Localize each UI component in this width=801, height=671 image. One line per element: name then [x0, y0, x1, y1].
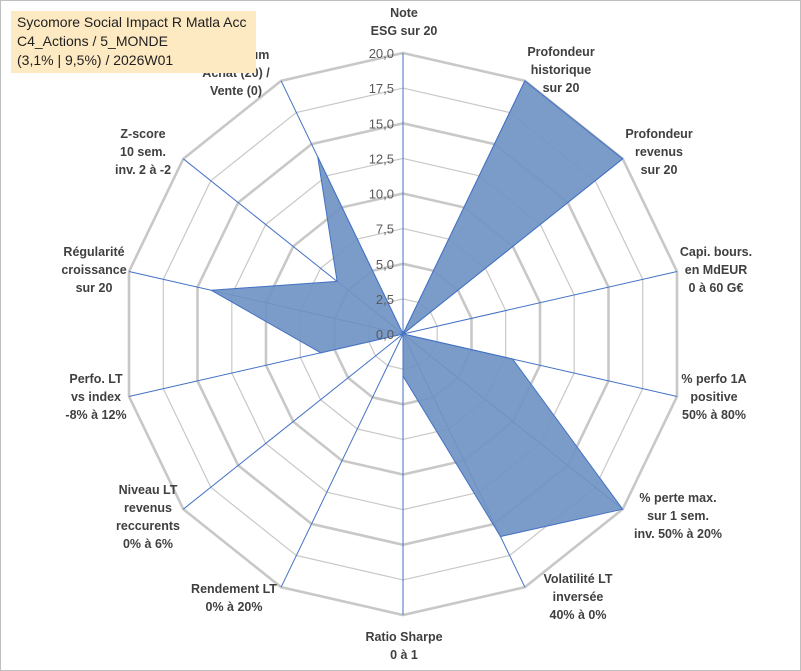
tick-label-0: 0,0: [376, 327, 394, 342]
axis-label-line: Z-score: [120, 127, 166, 141]
axis-label-line: sur 20: [75, 281, 113, 295]
axis-label-line: Volatilité LT: [543, 572, 613, 586]
spoke-8: [280, 333, 404, 588]
axis-label-line: 0% à 6%: [122, 537, 174, 551]
axis-label-1: Profondeur historique sur 20: [527, 43, 594, 97]
axis-label-line: inv. 2 à -2: [114, 163, 172, 177]
axis-label-line: % perfo 1A: [681, 372, 747, 386]
axis-label-line: 0% à 20%: [205, 600, 263, 614]
axis-label-line: inv. 50% à 20%: [633, 527, 723, 541]
axis-label-line: Niveau LT: [118, 483, 178, 497]
axis-label-line: 0 à 60 G€: [688, 281, 744, 295]
axis-label-line: vs index: [70, 390, 122, 404]
axis-label-12: Z-score 10 sem. inv. 2 à -2: [115, 125, 171, 179]
chart-title-box: Sycomore Social Impact R Matla Acc C4_Ac…: [11, 11, 256, 73]
axis-label-line: sur 1 sem.: [647, 509, 709, 523]
spoke-9: [182, 333, 404, 510]
title-line-1: Sycomore Social Impact R Matla Acc: [17, 14, 247, 30]
axis-label-3: Capi. bours. en MdEUR 0 à 60 G€: [680, 243, 752, 297]
tick-label-8: 20,0: [369, 46, 394, 61]
tick-label-3: 7,5: [376, 222, 394, 237]
axis-label-line: reccurents: [116, 519, 180, 533]
axis-label-9: Niveau LT revenus reccurents 0% à 6%: [116, 481, 180, 553]
axis-label-line: Note: [390, 6, 418, 20]
axis-label-line: inversée: [552, 590, 604, 604]
axis-label-line: revenus: [635, 145, 683, 159]
axis-label-line: historique: [530, 63, 592, 77]
radar-tick-labels: 0,0 2,5 5,0 7,5 10,0 12,5 15,0 17,5 20,0: [369, 46, 394, 342]
axis-label-10: Perfo. LT vs index -8% à 12%: [65, 370, 126, 424]
axis-label-line: revenus: [124, 501, 172, 515]
tick-label-6: 15,0: [369, 116, 394, 131]
tick-label-5: 12,5: [369, 151, 394, 166]
tick-label-4: 10,0: [369, 187, 394, 202]
axis-label-line: Perfo. LT: [69, 372, 123, 386]
axis-label-line: 0 à 1: [390, 648, 418, 662]
axis-label-line: positive: [690, 390, 738, 404]
tick-label-7: 17,5: [369, 81, 394, 96]
axis-label-line: 50% à 80%: [682, 408, 746, 422]
axis-label-0: Note ESG sur 20: [371, 4, 438, 40]
axis-label-line: ESG sur 20: [370, 24, 438, 38]
radar-series: [209, 80, 624, 538]
axis-label-line: % perte max.: [639, 491, 717, 505]
title-line-2: C4_Actions / 5_MONDE: [17, 33, 168, 49]
axis-label-line: Profondeur: [625, 127, 693, 141]
axis-label-11: Régularité croissance sur 20: [61, 243, 126, 297]
tick-label-2: 5,0: [376, 257, 394, 272]
axis-label-2: Profondeur revenus sur 20: [625, 125, 692, 179]
axis-label-line: Profondeur: [527, 45, 595, 59]
axis-label-line: Régularité: [63, 245, 125, 259]
axis-label-line: Capi. bours.: [679, 245, 753, 259]
axis-label-line: Rendement LT: [191, 582, 277, 596]
tick-label-1: 2,5: [376, 292, 394, 307]
title-line-3: (3,1% | 9,5%) / 2026W01: [17, 52, 174, 68]
axis-label-6: Volatilité LT inversée 40% à 0%: [544, 570, 613, 624]
axis-label-line: en MdEUR: [684, 263, 748, 277]
series-area: [209, 80, 624, 538]
axis-label-line: sur 20: [542, 81, 580, 95]
axis-label-line: sur 20: [640, 163, 678, 177]
axis-label-4: % perfo 1A positive 50% à 80%: [681, 370, 746, 424]
spoke-3: [402, 271, 678, 335]
axis-label-line: Vente (0): [209, 84, 263, 98]
axis-label-line: 10 sem.: [120, 145, 166, 159]
axis-label-line: 40% à 0%: [549, 608, 607, 622]
axis-label-line: Ratio Sharpe: [365, 630, 443, 644]
axis-label-8: Rendement LT 0% à 20%: [191, 580, 277, 616]
axis-label-7: Ratio Sharpe 0 à 1: [365, 628, 442, 664]
axis-label-5: % perte max. sur 1 sem. inv. 50% à 20%: [634, 489, 722, 543]
axis-label-line: croissance: [61, 263, 127, 277]
axis-label-line: -8% à 12%: [65, 408, 127, 422]
